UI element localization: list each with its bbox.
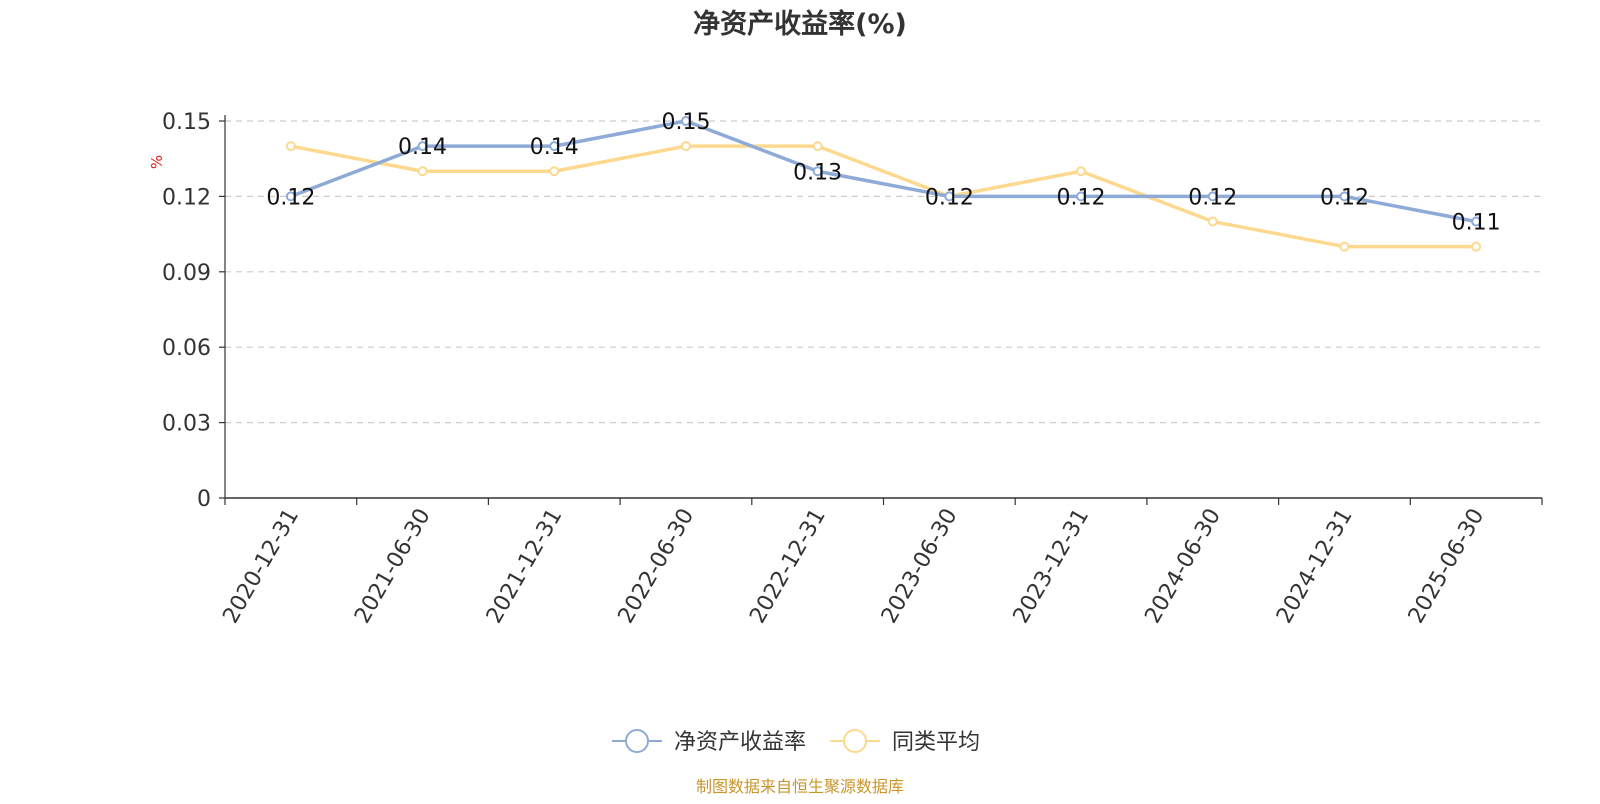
data-label: 0.15 — [661, 110, 710, 135]
data-labels: 0.12 0.14 0.14 0.15 0.13 0.12 0.12 0.12 0.12 0.11 — [266, 110, 1500, 236]
legend[interactable]: 净资产收益率 同类平均 — [612, 729, 980, 755]
legend-label: 同类平均 — [892, 730, 980, 755]
series-0-point[interactable] — [1076, 191, 1087, 202]
series-1-point[interactable] — [1076, 166, 1087, 177]
legend-item-0[interactable]: 净资产收益率 — [612, 729, 806, 755]
y-tick-label: 0.12 — [162, 185, 211, 210]
data-label: 0.13 — [793, 160, 842, 185]
chart-title: 净资产收益率(%) — [693, 8, 907, 40]
series-1-point[interactable] — [680, 141, 691, 152]
x-tick-label: 2022-06-30 — [614, 505, 700, 628]
data-label: 0.11 — [1452, 211, 1501, 236]
x-tick-label: 2024-12-31 — [1272, 505, 1358, 628]
series-0-point[interactable] — [944, 191, 955, 202]
legend-marker-icon — [843, 729, 867, 753]
data-label: 0.12 — [1320, 185, 1369, 210]
y-tick-label: 0.15 — [162, 110, 211, 135]
series-1-point[interactable] — [549, 166, 560, 177]
series-0-point[interactable] — [812, 166, 823, 177]
x-tick-label: 2023-12-31 — [1009, 505, 1095, 628]
data-label: 0.14 — [530, 135, 579, 160]
x-tick-label: 2024-06-30 — [1140, 505, 1226, 628]
legend-label: 净资产收益率 — [674, 730, 806, 755]
y-tick-label: 0 — [197, 487, 211, 512]
series-1-point[interactable] — [417, 166, 428, 177]
series-lines — [285, 116, 1482, 252]
y-axis-label: % — [148, 155, 166, 169]
data-label: 0.12 — [925, 185, 974, 210]
x-tick-label: 2023-06-30 — [877, 505, 963, 628]
series-1-point[interactable] — [812, 141, 823, 152]
series-line-0 — [290, 119, 1477, 224]
x-tick-label: 2020-12-31 — [218, 505, 304, 628]
series-0-point[interactable] — [1339, 191, 1350, 202]
x-tick-label: 2022-12-31 — [745, 505, 831, 628]
series-0-point[interactable] — [680, 116, 691, 126]
series-1-point[interactable] — [285, 141, 296, 152]
y-tick-label: 0.03 — [162, 412, 211, 437]
series-line-1 — [290, 144, 1477, 249]
x-tick-label: 2025-06-30 — [1404, 505, 1490, 628]
gridlines — [225, 120, 1542, 424]
data-label: 0.12 — [1057, 185, 1106, 210]
series-0-point[interactable] — [1207, 191, 1218, 202]
y-tick-label: 0.09 — [162, 261, 211, 286]
source-note: 制图数据来自恒生聚源数据库 — [696, 777, 904, 796]
series-0-point[interactable] — [549, 141, 560, 152]
legend-item-1[interactable]: 同类平均 — [830, 729, 980, 755]
series-1-point[interactable] — [1471, 241, 1482, 252]
data-label: 0.12 — [1188, 185, 1237, 210]
y-tick-label: 0.06 — [162, 336, 211, 361]
data-label: 0.14 — [398, 135, 447, 160]
series-0-point[interactable] — [417, 141, 428, 152]
series-1-point[interactable] — [1339, 241, 1350, 252]
x-tick-label: 2021-12-31 — [482, 505, 568, 628]
data-label: 0.12 — [266, 185, 315, 210]
x-tick-label: 2021-06-30 — [350, 505, 436, 628]
series-1-point[interactable] — [1207, 216, 1218, 227]
series-0-point[interactable] — [1471, 216, 1482, 227]
series-0-point[interactable] — [285, 191, 296, 202]
legend-marker-icon — [625, 729, 649, 753]
